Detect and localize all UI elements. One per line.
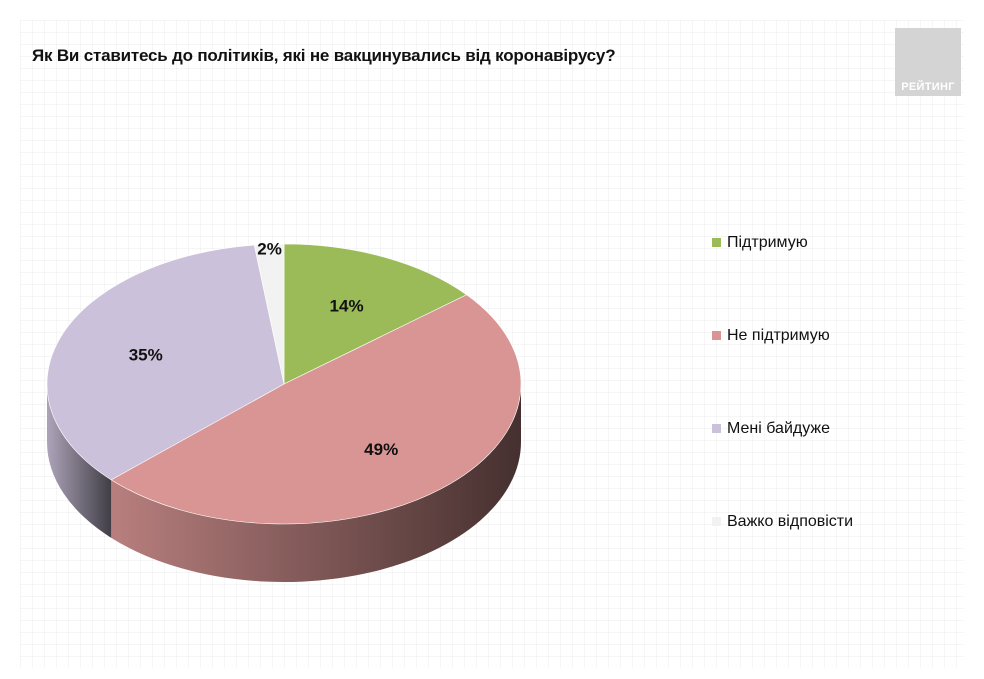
slice-value-label-2: 35% [129, 346, 163, 365]
pie-slice-0 [283, 243, 468, 385]
pie-side-1 [111, 384, 521, 582]
legend-swatch-3 [712, 517, 721, 526]
slice-value-label-0: 14% [330, 296, 364, 315]
legend-label-1: Не підтримую [727, 327, 830, 344]
legend-label-3: Важко відповісти [727, 513, 853, 530]
pie-labels: 14% 49% 35% 2% [129, 239, 398, 459]
legend-label-0: Підтримую [727, 234, 808, 251]
pie-slice-3 [253, 243, 285, 385]
slice-value-label-3: 2% [257, 239, 282, 258]
pie-side-2 [47, 384, 112, 538]
pie-slice-2 [46, 244, 285, 481]
pie-depth [47, 384, 521, 582]
pie-slice-1 [110, 294, 522, 525]
chart-title: Як Ви ставитесь до політиків, які не вак… [32, 46, 616, 65]
legend-swatch-0 [712, 238, 721, 247]
pie-top [46, 243, 522, 525]
slice-value-label-1: 49% [364, 440, 398, 459]
rating-logo: РЕЙТИНГ [895, 28, 961, 96]
logo-text: РЕЙТИНГ [901, 81, 955, 93]
legend-label-2: Мені байдуже [727, 420, 830, 437]
legend: Підтримую Не підтримую Мені байдуже Важко в… [712, 234, 853, 530]
legend-swatch-2 [712, 424, 721, 433]
legend-swatch-1 [712, 331, 721, 340]
